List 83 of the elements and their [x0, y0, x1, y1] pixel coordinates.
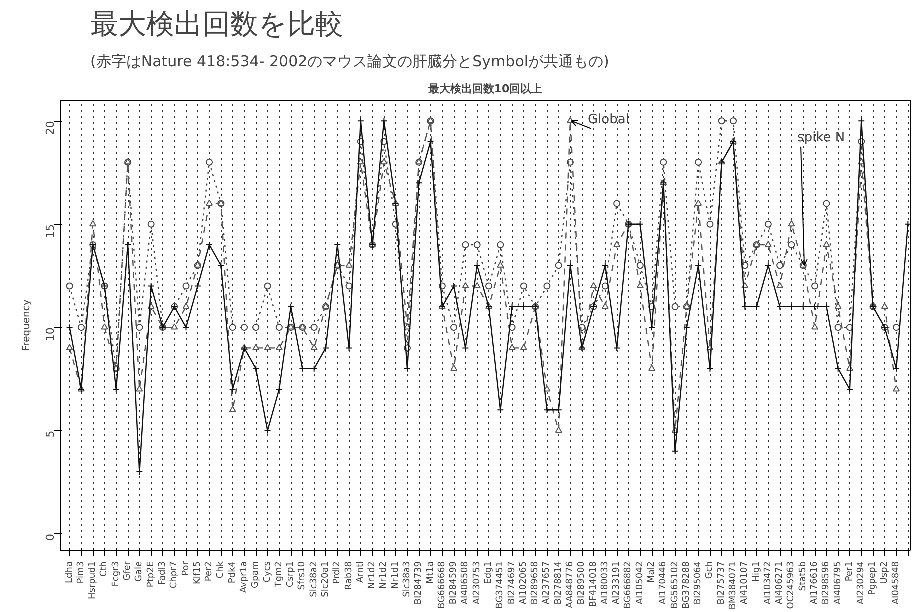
- x-tick-label: Per2: [204, 561, 215, 582]
- x-tick-label: BF414018: [588, 561, 599, 608]
- x-tick-label: AI237657: [542, 561, 552, 605]
- x-tick-label: Por: [181, 561, 192, 576]
- x-tick-label: Slc38a2: [309, 561, 320, 598]
- x-tick-label: AI406271: [775, 561, 786, 605]
- x-tick-label: Usp2: [880, 561, 890, 584]
- x-tick-label: Gfer: [123, 561, 134, 581]
- x-tick-label: BG378288: [682, 561, 692, 609]
- y-tick-label: 15: [44, 224, 57, 238]
- x-tick-label: Gale: [134, 561, 145, 582]
- x-tick-label: AI180033: [600, 561, 610, 605]
- y-tick-label: 10: [44, 328, 57, 342]
- x-tick-label: Pgpep1: [868, 561, 878, 596]
- x-tick-label: Tgm2: [274, 561, 284, 588]
- x-tick-label: Pdk4: [228, 561, 238, 584]
- x-tick-label: Chpr7: [170, 561, 180, 589]
- x-tick-label: Nr1d2: [379, 561, 390, 590]
- annotation: Global: [588, 112, 630, 128]
- x-tick-label: Arntl: [356, 561, 366, 583]
- x-tick-label: Avpr1a: [239, 561, 250, 594]
- x-tick-label: AI103472: [763, 561, 774, 605]
- x-tick-label: Fadl3: [158, 561, 168, 586]
- y-axis-title: Frequency: [22, 300, 32, 352]
- x-tick-label: Slc20a1: [320, 561, 331, 598]
- x-tick-label: Csrp1: [286, 561, 296, 588]
- x-tick-label: BM384071: [728, 562, 739, 610]
- x-tick-label: Slc38a3: [402, 561, 412, 598]
- x-tick-label: Nr1d2: [368, 561, 378, 590]
- x-tick-label: Ptp2E: [146, 561, 156, 588]
- x-tick-label: Klf15: [192, 561, 203, 585]
- x-tick-label: Rab38: [344, 561, 354, 590]
- chart-title: 最大検出回数を比較: [90, 8, 344, 40]
- x-tick-label: AI230753: [472, 561, 482, 605]
- y-tick-label: 20: [44, 121, 57, 136]
- x-tick-label: BG666668: [437, 561, 448, 609]
- x-tick-label: BI284599: [449, 561, 460, 605]
- x-tick-label: Prdl2: [332, 561, 343, 584]
- x-tick-label: BI298596: [822, 561, 832, 605]
- x-tick-label: BI295064: [694, 561, 704, 605]
- chart-subtitle: (赤字はNature 418:534- 2002のマウス論文の肝臓分とSymbolが共通もの): [90, 52, 610, 70]
- x-tick-label: BI274697: [507, 561, 518, 605]
- text: 最大検出回数10回以上: [427, 82, 543, 96]
- x-tick-label: Stat5b: [798, 561, 808, 592]
- y-tick-label: 5: [44, 430, 57, 438]
- x-tick-label: Mt1a: [426, 561, 436, 584]
- x-tick-label: Per1: [844, 561, 855, 582]
- x-tick-label: AI406795: [833, 561, 844, 605]
- x-tick-label: AI102065: [518, 561, 529, 605]
- x-tick-label: Nr1d1: [390, 561, 401, 590]
- x-tick-label: OC245963: [786, 561, 797, 610]
- x-tick-label: Fcgr3: [111, 562, 122, 587]
- x-tick-label: Cycs: [262, 561, 273, 583]
- x-tick-label: Ldha: [64, 561, 75, 584]
- x-tick-label: BI284739: [414, 561, 424, 605]
- x-tick-label: Gpam: [251, 561, 262, 588]
- x-tick-label: AA848776: [566, 561, 576, 608]
- x-tick-label: Hsrpud1: [88, 561, 98, 600]
- x-tick-label: AI176616: [810, 561, 820, 605]
- x-tick-label: Chk: [216, 560, 226, 579]
- x-tick-label: Hig1: [752, 561, 762, 582]
- x-tick-label: AI230294: [856, 561, 867, 605]
- x-tick-label: Gch: [705, 561, 716, 580]
- x-tick-label: AI170446: [658, 561, 669, 605]
- x-tick-label: AI406508: [460, 561, 471, 605]
- x-tick-label: AI410107: [740, 561, 750, 605]
- x-tick-label: BI289500: [577, 561, 588, 605]
- x-tick-label: Pim3: [76, 561, 86, 584]
- x-tick-label: Sfrs10: [298, 561, 308, 590]
- x-tick-label: BG666882: [624, 561, 634, 609]
- x-tick-label: BI275737: [716, 562, 727, 605]
- x-tick-label: BI289658: [530, 561, 541, 605]
- x-tick-label: BG374451: [496, 561, 506, 609]
- x-tick-label: BG565102: [670, 561, 680, 609]
- x-tick-label: BI278814: [554, 561, 564, 605]
- x-tick-label: AI233191: [612, 561, 622, 605]
- y-tick-label: 0: [44, 534, 57, 541]
- x-tick-label: Edg1: [484, 561, 494, 584]
- x-tick-label: AI045848: [892, 561, 902, 605]
- x-tick-label: Cth: [100, 561, 110, 578]
- x-tick-label: AI105042: [635, 561, 646, 605]
- annotation: spike N: [798, 130, 846, 146]
- x-tick-label: Mal2: [647, 561, 658, 584]
